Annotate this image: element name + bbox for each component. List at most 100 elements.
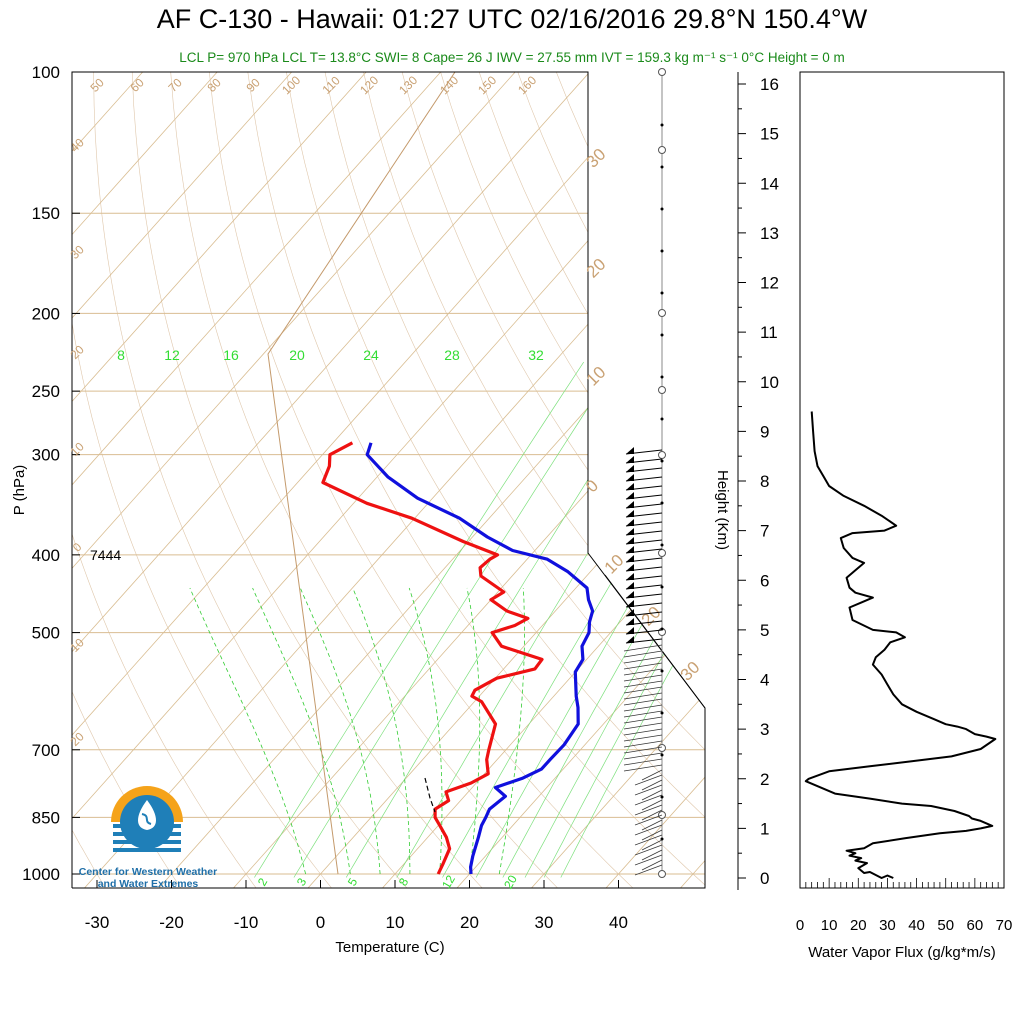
wind-barb bbox=[623, 698, 663, 706]
moist-adiabat bbox=[189, 587, 306, 875]
isotherm-label: 80 bbox=[204, 75, 224, 95]
x-tick-label: -30 bbox=[85, 913, 110, 932]
height-tick-label: 3 bbox=[760, 720, 769, 739]
logo-wave bbox=[113, 848, 181, 852]
sounding-stats-line: LCL P= 970 hPa LCL T= 13.8°C SWI= 8 Cape… bbox=[179, 50, 845, 65]
wind-barb bbox=[641, 829, 663, 841]
wind-barb bbox=[641, 779, 663, 791]
dry-adiabat bbox=[247, 72, 705, 888]
wind-barb bbox=[623, 704, 663, 712]
dry-adiabat bbox=[72, 72, 259, 888]
wind-barb bbox=[634, 854, 663, 866]
isotherm bbox=[603, 72, 705, 888]
height-tick-label: 2 bbox=[760, 770, 769, 789]
y-tick-label: 300 bbox=[32, 446, 60, 465]
isotherm bbox=[379, 72, 705, 888]
isotherm-label: 20 bbox=[67, 729, 87, 749]
wind-barb bbox=[623, 656, 663, 664]
wind-barb bbox=[623, 668, 663, 676]
wind-barb bbox=[641, 819, 663, 831]
logo-caption: Center for Western Weather and Water Ext… bbox=[62, 866, 234, 890]
wind-barb bbox=[634, 824, 663, 836]
y-tick-label: 700 bbox=[32, 741, 60, 760]
calm-circle bbox=[658, 451, 666, 459]
height-tick-label: 5 bbox=[760, 621, 769, 640]
isotherm bbox=[72, 72, 441, 888]
wind-barb-flag bbox=[626, 528, 634, 535]
mixing-ratio-label: 24 bbox=[363, 347, 379, 363]
wind-barb bbox=[623, 644, 663, 652]
wind-barb-flag bbox=[626, 492, 634, 499]
wind-barb-flag bbox=[626, 465, 634, 472]
wind-barb-flag bbox=[626, 600, 634, 607]
calm-circle bbox=[658, 309, 666, 317]
wind-barb-flag bbox=[626, 573, 634, 580]
isotherm-label: 120 bbox=[357, 73, 381, 97]
mixing-ratio-line bbox=[293, 361, 618, 878]
isotherm bbox=[72, 72, 218, 888]
isotherm-label: 130 bbox=[396, 73, 420, 97]
isotherm-label: 100 bbox=[279, 73, 303, 97]
flux-tick-label: 70 bbox=[996, 917, 1013, 934]
dry-adiabat bbox=[72, 72, 108, 888]
dry-adiabat bbox=[401, 72, 705, 888]
height-tick-label: 9 bbox=[760, 422, 769, 441]
dry-adiabat bbox=[788, 72, 1024, 891]
moist-adiabat bbox=[352, 587, 411, 874]
wind-barb bbox=[623, 710, 663, 718]
isotherm bbox=[72, 72, 590, 888]
mixing-ratio-label: 16 bbox=[223, 347, 239, 363]
isotherm bbox=[528, 72, 705, 888]
wind-barb bbox=[641, 859, 663, 871]
dry-adiabat bbox=[324, 72, 705, 888]
skew-t-profiles bbox=[321, 441, 595, 875]
mixing-ratio-line bbox=[543, 361, 705, 878]
barb-dot bbox=[660, 837, 664, 841]
isotherm-label: 10 bbox=[67, 439, 87, 459]
isotherm bbox=[72, 72, 665, 888]
isotherm bbox=[81, 72, 705, 888]
isotherm-label: 10 bbox=[583, 363, 610, 390]
y-tick-label: 200 bbox=[32, 304, 60, 323]
height-tick-label: 15 bbox=[760, 125, 779, 144]
mixing-ratio-line bbox=[475, 361, 705, 878]
wind-barb bbox=[634, 834, 663, 846]
wind-barb-flag bbox=[626, 447, 634, 454]
logo-wave bbox=[113, 832, 181, 836]
isotherm-label: 110 bbox=[319, 73, 343, 97]
wind-barb bbox=[641, 789, 663, 801]
barb-dot bbox=[660, 795, 664, 799]
height-tick-label: 11 bbox=[760, 323, 778, 342]
y-tick-label: 500 bbox=[32, 624, 60, 643]
wind-barb-flag bbox=[626, 474, 634, 481]
wind-barb bbox=[623, 674, 663, 682]
y-tick-label: 400 bbox=[32, 546, 60, 565]
mixing-ratio-line bbox=[345, 361, 663, 878]
barb-dot bbox=[660, 333, 664, 337]
barb-dot bbox=[660, 669, 664, 673]
isotherm-label: 70 bbox=[165, 75, 185, 95]
x-tick-label: 30 bbox=[535, 913, 554, 932]
barb-dot bbox=[660, 123, 664, 127]
wind-barb-flag bbox=[626, 456, 634, 463]
dewpoint-profile bbox=[365, 442, 595, 875]
flux-frame bbox=[799, 71, 1005, 889]
isotherm bbox=[72, 72, 516, 888]
calm-circle bbox=[658, 744, 666, 752]
wind-barb-flag bbox=[626, 564, 634, 571]
plot-border bbox=[71, 71, 706, 889]
x-tick-label: -20 bbox=[159, 913, 184, 932]
height-tick-label: 13 bbox=[760, 224, 779, 243]
dry-adiabat bbox=[865, 72, 1024, 891]
wind-barb-flag bbox=[626, 537, 634, 544]
moist-adiabat bbox=[498, 587, 525, 875]
y-axis-label: P (hPa) bbox=[11, 465, 28, 516]
wind-barb bbox=[623, 740, 663, 748]
barb-dot bbox=[660, 585, 664, 589]
height-tick-label: 14 bbox=[760, 174, 779, 193]
water-vapor-flux-line bbox=[804, 411, 997, 879]
flux-axis-label: Water Vapor Flux (g/kg*m/s) bbox=[808, 944, 996, 961]
